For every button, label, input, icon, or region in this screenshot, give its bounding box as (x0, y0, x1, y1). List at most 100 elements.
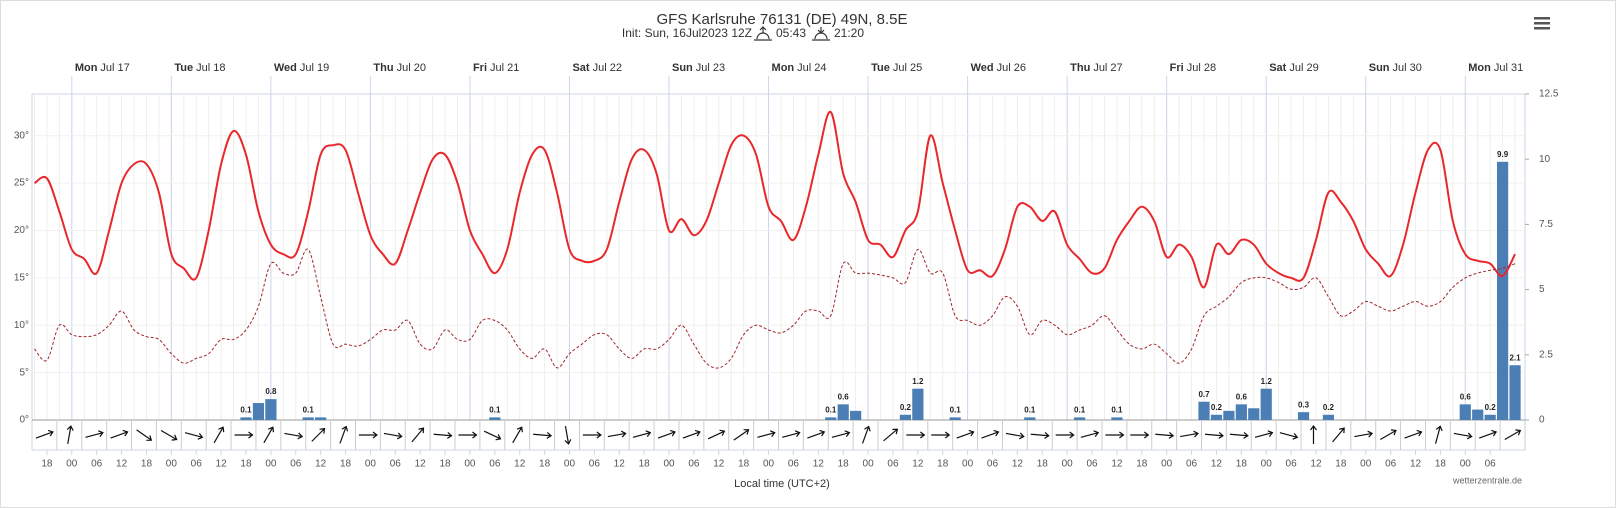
wind-arrow (411, 427, 425, 443)
x-tick-label: 12 (614, 459, 626, 470)
precip-label: 0.6 (838, 392, 850, 401)
precip-bar (1210, 414, 1223, 420)
arrow-shape (1453, 432, 1473, 440)
wind-arrow (458, 431, 478, 439)
date: Jul 22 (593, 62, 622, 74)
x-tick-label: 06 (1186, 459, 1198, 470)
arrow-shape (411, 427, 425, 443)
arrow-shape (213, 426, 225, 444)
x-tick-label: 18 (1037, 459, 1049, 470)
wind-arrow (733, 429, 750, 441)
sunset-icon (812, 27, 830, 41)
precip-label: 0.2 (1323, 403, 1335, 412)
arrow-shape (733, 429, 750, 441)
wind-arrow (1130, 431, 1150, 439)
precip-label: 0.1 (489, 406, 501, 415)
precip-bar (240, 417, 252, 420)
x-tick-label: 06 (1286, 459, 1298, 470)
x-axis-title: Local time (UTC+2) (734, 478, 830, 490)
y-tick-label: 10° (14, 320, 29, 331)
wind-arrow (1479, 429, 1498, 439)
date: Jul 31 (1494, 62, 1523, 74)
arrow-shape (1005, 432, 1025, 440)
arrow-shape (707, 429, 726, 440)
wind-arrow (1105, 431, 1125, 439)
weekday: Wed (274, 62, 297, 74)
plot-area (31, 93, 1526, 451)
x-tick-label: 00 (663, 459, 675, 470)
x-tick-label: 00 (166, 459, 178, 470)
precip-label: 2.1 (1509, 353, 1521, 362)
precip-label: 0.2 (1485, 403, 1497, 412)
wind-arrow (1155, 432, 1175, 439)
wind-arrow (682, 429, 701, 439)
arrow-shape (1479, 429, 1498, 439)
arrow-shape (657, 429, 676, 439)
x-tick-label: 18 (539, 459, 551, 470)
precip-label: 0.3 (1298, 400, 1310, 409)
precip-label: 0.1 (825, 406, 837, 415)
x-tick-label: 12 (415, 459, 427, 470)
wind-arrow (1404, 429, 1423, 439)
precip-bar (1472, 409, 1484, 420)
y-tick-label: 30° (14, 130, 29, 141)
x-tick-label: 12 (1410, 459, 1422, 470)
arrow-shape (1354, 430, 1374, 438)
dashed-line (34, 248, 1516, 369)
wind-arrow (1180, 430, 1199, 438)
day-label: Fri Jul 28 (1170, 62, 1216, 74)
arrow-shape (607, 430, 627, 438)
arrow-shape (861, 425, 871, 444)
precip-label: 0.1 (950, 406, 962, 415)
menu-button[interactable] (1534, 17, 1550, 30)
wind-arrow (906, 431, 926, 439)
arrow-shape (66, 425, 74, 444)
date: Jul 21 (490, 62, 519, 74)
weekday: Mon (75, 62, 98, 74)
x-tick-label: 00 (1261, 459, 1273, 470)
wind-arrow (110, 429, 129, 439)
precip-bar (1024, 417, 1036, 420)
wind-arrow (35, 429, 54, 439)
date: Jul 18 (196, 62, 225, 74)
date: Jul 30 (1393, 62, 1422, 74)
date: Jul 27 (1093, 62, 1122, 74)
x-tick-label: 12 (1111, 459, 1123, 470)
date: Jul 28 (1187, 62, 1216, 74)
precip-label: 0.1 (1111, 406, 1123, 415)
wind-arrow (512, 426, 523, 444)
precip-label: 9.9 (1497, 150, 1509, 159)
weekday: Tue (174, 62, 193, 74)
date: Jul 25 (893, 62, 922, 74)
x-tick-label: 18 (738, 459, 750, 470)
x-tick-label: 18 (1236, 459, 1248, 470)
precip-bar (1198, 401, 1210, 420)
date: Jul 26 (997, 62, 1026, 74)
wind-arrow (1504, 429, 1522, 441)
day-label: Tue Jul 18 (174, 62, 225, 74)
arrow-shape (458, 431, 478, 439)
arrow-shape (85, 430, 104, 438)
sunrise-time: 05:43 (776, 26, 806, 40)
arrow-shape (339, 425, 349, 444)
x-tick-label: 00 (1360, 459, 1372, 470)
y-tick-label: 0° (19, 415, 29, 426)
date: Jul 24 (797, 62, 826, 74)
x-tick-label: 06 (887, 459, 899, 470)
x-tick-label: 12 (315, 459, 327, 470)
arrow-shape (110, 429, 129, 439)
wind-arrow (1354, 430, 1374, 438)
wind-arrow (1204, 432, 1224, 439)
wind-arrow (1254, 430, 1274, 438)
arrow-shape (956, 429, 975, 439)
x-tick-label: 18 (838, 459, 850, 470)
x-tick-label: 00 (962, 459, 974, 470)
precip-label: 0.6 (1460, 392, 1472, 401)
weekday: Sat (1269, 62, 1286, 74)
precip-bar (252, 403, 265, 420)
subtitle: Init: Sun, 16Jul2023 12Z (622, 26, 752, 40)
precip-label: 0.2 (900, 403, 912, 412)
x-tick-label: 00 (863, 459, 875, 470)
x-tick-label: 12 (1012, 459, 1024, 470)
x-tick-label: 00 (265, 459, 277, 470)
